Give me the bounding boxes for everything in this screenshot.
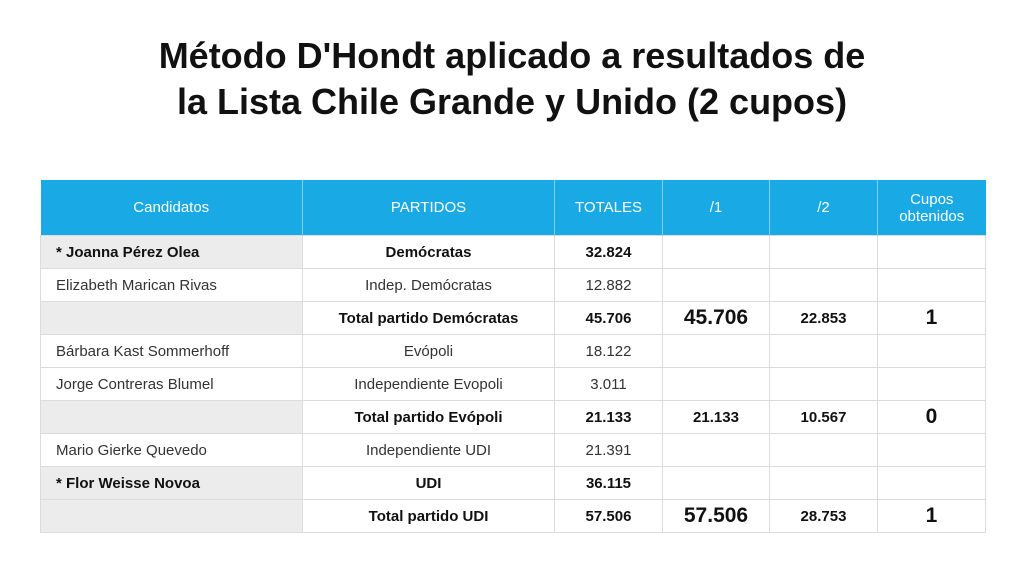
cell-partido: Indep. Demócratas — [302, 268, 555, 302]
cell-total: 45.706 — [554, 301, 663, 335]
cell-total: 21.391 — [554, 433, 663, 467]
cell-candidato: Mario Gierke Quevedo — [40, 433, 303, 467]
cell-div1: 21.133 — [662, 400, 770, 434]
table-row-total: Total partido UDI 57.506 57.506 28.753 1 — [40, 499, 986, 533]
cell-partido: Evópoli — [302, 334, 555, 368]
cell-div2: 22.853 — [769, 301, 878, 335]
table-row: Mario Gierke Quevedo Independiente UDI 21.… — [40, 433, 986, 467]
header-div1: /1 — [662, 180, 770, 236]
cell-cupos: 0 — [877, 400, 986, 434]
cell-partido: UDI — [302, 466, 555, 500]
header-row: Candidatos PARTIDOS TOTALES /1 /2 Cupos … — [40, 180, 986, 236]
cell-div2: 28.753 — [769, 499, 878, 533]
header-totales: TOTALES — [554, 180, 663, 236]
dhondt-table: Candidatos PARTIDOS TOTALES /1 /2 Cupos … — [40, 180, 986, 533]
cell-candidato — [40, 400, 303, 434]
cell-candidato — [40, 499, 303, 533]
cell-partido: Independiente UDI — [302, 433, 555, 467]
cell-candidato — [40, 301, 303, 335]
cell-div1: 57.506 — [662, 499, 770, 533]
cell-cupos — [877, 367, 986, 401]
cell-div2 — [769, 268, 878, 302]
cell-partido: Total partido Evópoli — [302, 400, 555, 434]
cell-total: 21.133 — [554, 400, 663, 434]
cell-cupos — [877, 235, 986, 269]
cell-candidato: Elizabeth Marican Rivas — [40, 268, 303, 302]
table-row: * Flor Weisse Novoa UDI 36.115 — [40, 466, 986, 500]
cell-div2 — [769, 334, 878, 368]
cell-cupos — [877, 466, 986, 500]
cell-div1 — [662, 235, 770, 269]
table-row-total: Total partido Demócratas 45.706 45.706 22.8… — [40, 301, 986, 335]
header-candidatos: Candidatos — [40, 180, 303, 236]
cell-partido: Independiente Evopoli — [302, 367, 555, 401]
table-body: * Joanna Pérez Olea Demócratas 32.824 Eliza… — [40, 235, 986, 533]
cell-candidato: Bárbara Kast Sommerhoff — [40, 334, 303, 368]
cell-total: 32.824 — [554, 235, 663, 269]
cell-partido: Total partido Demócratas — [302, 301, 555, 335]
cell-partido: Demócratas — [302, 235, 555, 269]
cell-partido: Total partido UDI — [302, 499, 555, 533]
cell-cupos — [877, 268, 986, 302]
cell-total: 12.882 — [554, 268, 663, 302]
cell-cupos: 1 — [877, 301, 986, 335]
table-row: Bárbara Kast Sommerhoff Evópoli 18.122 — [40, 334, 986, 368]
cell-div1: 45.706 — [662, 301, 770, 335]
cell-div1 — [662, 466, 770, 500]
table-row: Elizabeth Marican Rivas Indep. Demócratas… — [40, 268, 986, 302]
cell-cupos — [877, 334, 986, 368]
cell-cupos: 1 — [877, 499, 986, 533]
table-row: * Joanna Pérez Olea Demócratas 32.824 — [40, 235, 986, 269]
cell-div2 — [769, 433, 878, 467]
cell-div1 — [662, 433, 770, 467]
table-row: Jorge Contreras Blumel Independiente Evop… — [40, 367, 986, 401]
cell-div1 — [662, 367, 770, 401]
cell-total: 57.506 — [554, 499, 663, 533]
cell-candidato: Jorge Contreras Blumel — [40, 367, 303, 401]
header-cupos: Cupos obtenidos — [877, 180, 986, 236]
cell-total: 18.122 — [554, 334, 663, 368]
cell-candidato: * Joanna Pérez Olea — [40, 235, 303, 269]
cell-div2 — [769, 367, 878, 401]
cell-cupos — [877, 433, 986, 467]
table-row-total: Total partido Evópoli 21.133 21.133 10.567 0 — [40, 400, 986, 434]
title-line-1: Método D'Hondt aplicado a resultados de — [158, 35, 866, 76]
header-div2: /2 — [769, 180, 878, 236]
title-line-2: la Lista Chile Grande y Unido (2 cupos) — [176, 81, 848, 122]
cell-div2: 10.567 — [769, 400, 878, 434]
chart-title: Método D'Hondt aplicado a resultados de … — [0, 33, 1024, 125]
cell-total: 36.115 — [554, 466, 663, 500]
cell-div1 — [662, 334, 770, 368]
cell-div1 — [662, 268, 770, 302]
header-partidos: PARTIDOS — [302, 180, 555, 236]
cell-div2 — [769, 466, 878, 500]
cell-candidato: * Flor Weisse Novoa — [40, 466, 303, 500]
cell-div2 — [769, 235, 878, 269]
cell-total: 3.011 — [554, 367, 663, 401]
